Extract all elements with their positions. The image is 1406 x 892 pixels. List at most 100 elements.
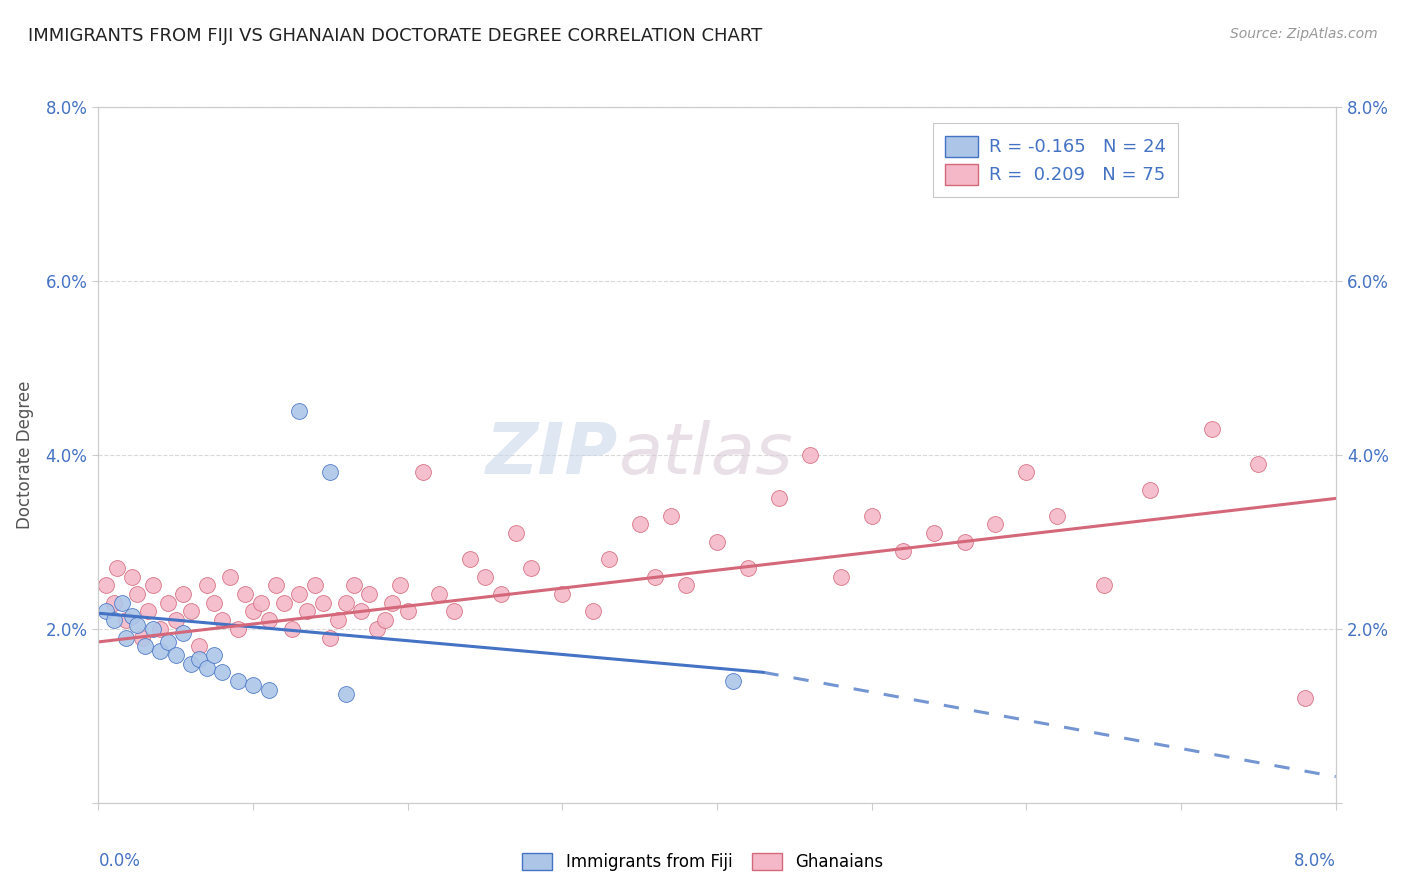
Point: [250, 596, 273, 610]
Point: [264, 578, 288, 592]
Point: [288, 404, 311, 418]
Legend: R = -0.165   N = 24, R =  0.209   N = 75: R = -0.165 N = 24, R = 0.209 N = 75: [932, 123, 1178, 197]
Point: [1247, 457, 1270, 471]
Point: [350, 605, 373, 619]
Point: [659, 508, 682, 523]
Point: [319, 631, 342, 645]
Point: [127, 617, 149, 632]
Point: [520, 561, 543, 575]
Point: [188, 652, 211, 666]
Point: [219, 570, 242, 584]
Point: [1139, 483, 1161, 497]
Point: [830, 570, 852, 584]
Point: [343, 578, 366, 592]
Point: [505, 526, 527, 541]
Point: [953, 535, 976, 549]
Point: [273, 596, 295, 610]
Point: [366, 622, 388, 636]
Point: [226, 674, 249, 689]
Text: 0.0%: 0.0%: [98, 852, 141, 870]
Point: [157, 596, 180, 610]
Point: [312, 596, 335, 610]
Point: [180, 657, 202, 671]
Y-axis label: Doctorate Degree: Doctorate Degree: [17, 381, 34, 529]
Point: [675, 578, 697, 592]
Point: [1092, 578, 1115, 592]
Point: [335, 687, 357, 701]
Point: [165, 613, 187, 627]
Point: [204, 596, 226, 610]
Point: [374, 613, 396, 627]
Point: [644, 570, 666, 584]
Point: [242, 678, 264, 692]
Point: [173, 587, 195, 601]
Point: [427, 587, 450, 601]
Point: [115, 613, 138, 627]
Text: atlas: atlas: [619, 420, 793, 490]
Point: [326, 613, 350, 627]
Point: [195, 578, 218, 592]
Point: [1201, 422, 1223, 436]
Point: [381, 596, 404, 610]
Point: [628, 517, 651, 532]
Point: [281, 622, 304, 636]
Point: [173, 626, 195, 640]
Point: [412, 466, 434, 480]
Point: [737, 561, 759, 575]
Point: [211, 665, 233, 680]
Point: [103, 613, 125, 627]
Point: [335, 596, 357, 610]
Point: [121, 608, 143, 623]
Point: [297, 605, 319, 619]
Point: [984, 517, 1007, 532]
Point: [242, 605, 264, 619]
Point: [136, 605, 159, 619]
Point: [141, 622, 165, 636]
Point: [304, 578, 326, 592]
Point: [134, 56, 156, 70]
Text: Source: ZipAtlas.com: Source: ZipAtlas.com: [1230, 27, 1378, 41]
Point: [105, 561, 128, 575]
Point: [319, 466, 342, 480]
Point: [288, 587, 311, 601]
Point: [551, 587, 574, 601]
Point: [157, 635, 180, 649]
Point: [1046, 508, 1069, 523]
Point: [204, 648, 226, 662]
Point: [141, 578, 165, 592]
Point: [226, 622, 249, 636]
Point: [1294, 691, 1316, 706]
Point: [396, 605, 419, 619]
Point: [96, 605, 118, 619]
Point: [799, 448, 821, 462]
Point: [1015, 466, 1038, 480]
Point: [235, 587, 257, 601]
Point: [134, 639, 156, 653]
Point: [706, 535, 728, 549]
Point: [96, 578, 118, 592]
Text: 8.0%: 8.0%: [1294, 852, 1336, 870]
Point: [860, 508, 883, 523]
Point: [121, 570, 143, 584]
Point: [103, 596, 125, 610]
Point: [598, 552, 620, 566]
Point: [582, 605, 605, 619]
Point: [388, 578, 412, 592]
Point: [127, 587, 149, 601]
Point: [721, 674, 744, 689]
Point: [165, 648, 187, 662]
Point: [195, 661, 218, 675]
Point: [257, 682, 280, 697]
Point: [149, 643, 172, 657]
Text: ZIP: ZIP: [486, 420, 619, 490]
Point: [474, 570, 496, 584]
Point: [458, 552, 481, 566]
Point: [357, 587, 380, 601]
Point: [891, 543, 914, 558]
Point: [131, 631, 153, 645]
Point: [489, 587, 512, 601]
Point: [257, 613, 280, 627]
Point: [443, 605, 465, 619]
Point: [149, 622, 172, 636]
Point: [768, 491, 790, 506]
